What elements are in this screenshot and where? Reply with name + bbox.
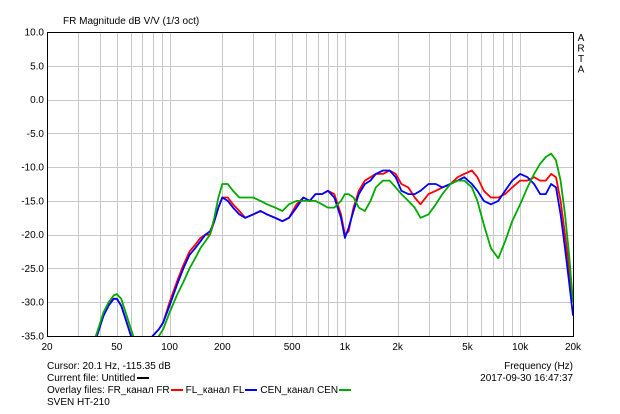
y-tick-label: -30.0 (21, 298, 44, 309)
y-tick-label: -15.0 (21, 196, 44, 207)
y-tick-label: -10.0 (21, 163, 44, 174)
y-tick-label: -25.0 (21, 264, 44, 275)
timestamp: 2017-09-30 16:47:37 (480, 373, 573, 384)
current-file-text: Current file: Untitled (47, 373, 136, 384)
x-tick-label: 10k (512, 342, 529, 353)
y-tick-label: 5.0 (30, 61, 44, 72)
y-tick-label: -5.0 (27, 129, 45, 140)
current-file-swatch (137, 377, 150, 380)
legend-entry-cen: CEN_канал CEN (260, 385, 339, 396)
x-tick-label: 500 (284, 342, 301, 353)
x-tick-label: 100 (161, 342, 178, 353)
y-tick-label: -20.0 (21, 230, 44, 241)
legend-swatch-fr (170, 389, 183, 392)
device-name: SVEN HT-210 (47, 397, 110, 408)
arta-logo-letter: R (577, 44, 584, 55)
x-tick-label: 20 (41, 342, 53, 353)
overlay-files-legend: Overlay files: FR_канал FR FL_канал FL CEN… (47, 385, 354, 397)
overlay-files-label: Overlay files: (47, 385, 105, 396)
x-tick-label: 2k (392, 342, 404, 353)
plot-frame (47, 32, 574, 337)
y-tick-label: 0.0 (30, 95, 44, 106)
legend-entry-fr: FR_канал FR (107, 385, 170, 396)
y-tick-label: -35.0 (21, 332, 44, 343)
x-tick-label: 200 (214, 342, 231, 353)
arta-logo-letter: T (578, 54, 584, 65)
x-tick-label: 50 (111, 342, 123, 353)
cursor-readout: Cursor: 20.1 Hz, -115.35 dB (47, 361, 171, 372)
x-tick-label: 5k (462, 342, 474, 353)
series-line-1 (95, 169, 573, 336)
legend-entry-fl: FL_канал FL (185, 385, 245, 396)
legend-swatch-fl (245, 389, 258, 392)
arta-logo-letter: A (578, 65, 585, 76)
x-tick-label: 1k (340, 342, 352, 353)
y-tick-label: 10.0 (25, 28, 45, 39)
series-line-2 (96, 169, 573, 336)
current-file-label: Current file: Untitled (47, 373, 152, 385)
chart-title: FR Magnitude dB V/V (1/3 oct) (63, 16, 200, 27)
x-tick-label: 20k (565, 342, 582, 353)
series-line-3 (95, 152, 573, 336)
arta-logo-letter: A (578, 33, 585, 44)
x-axis-label: Frequency (Hz) (504, 361, 573, 372)
legend-swatch-cen (339, 389, 352, 392)
